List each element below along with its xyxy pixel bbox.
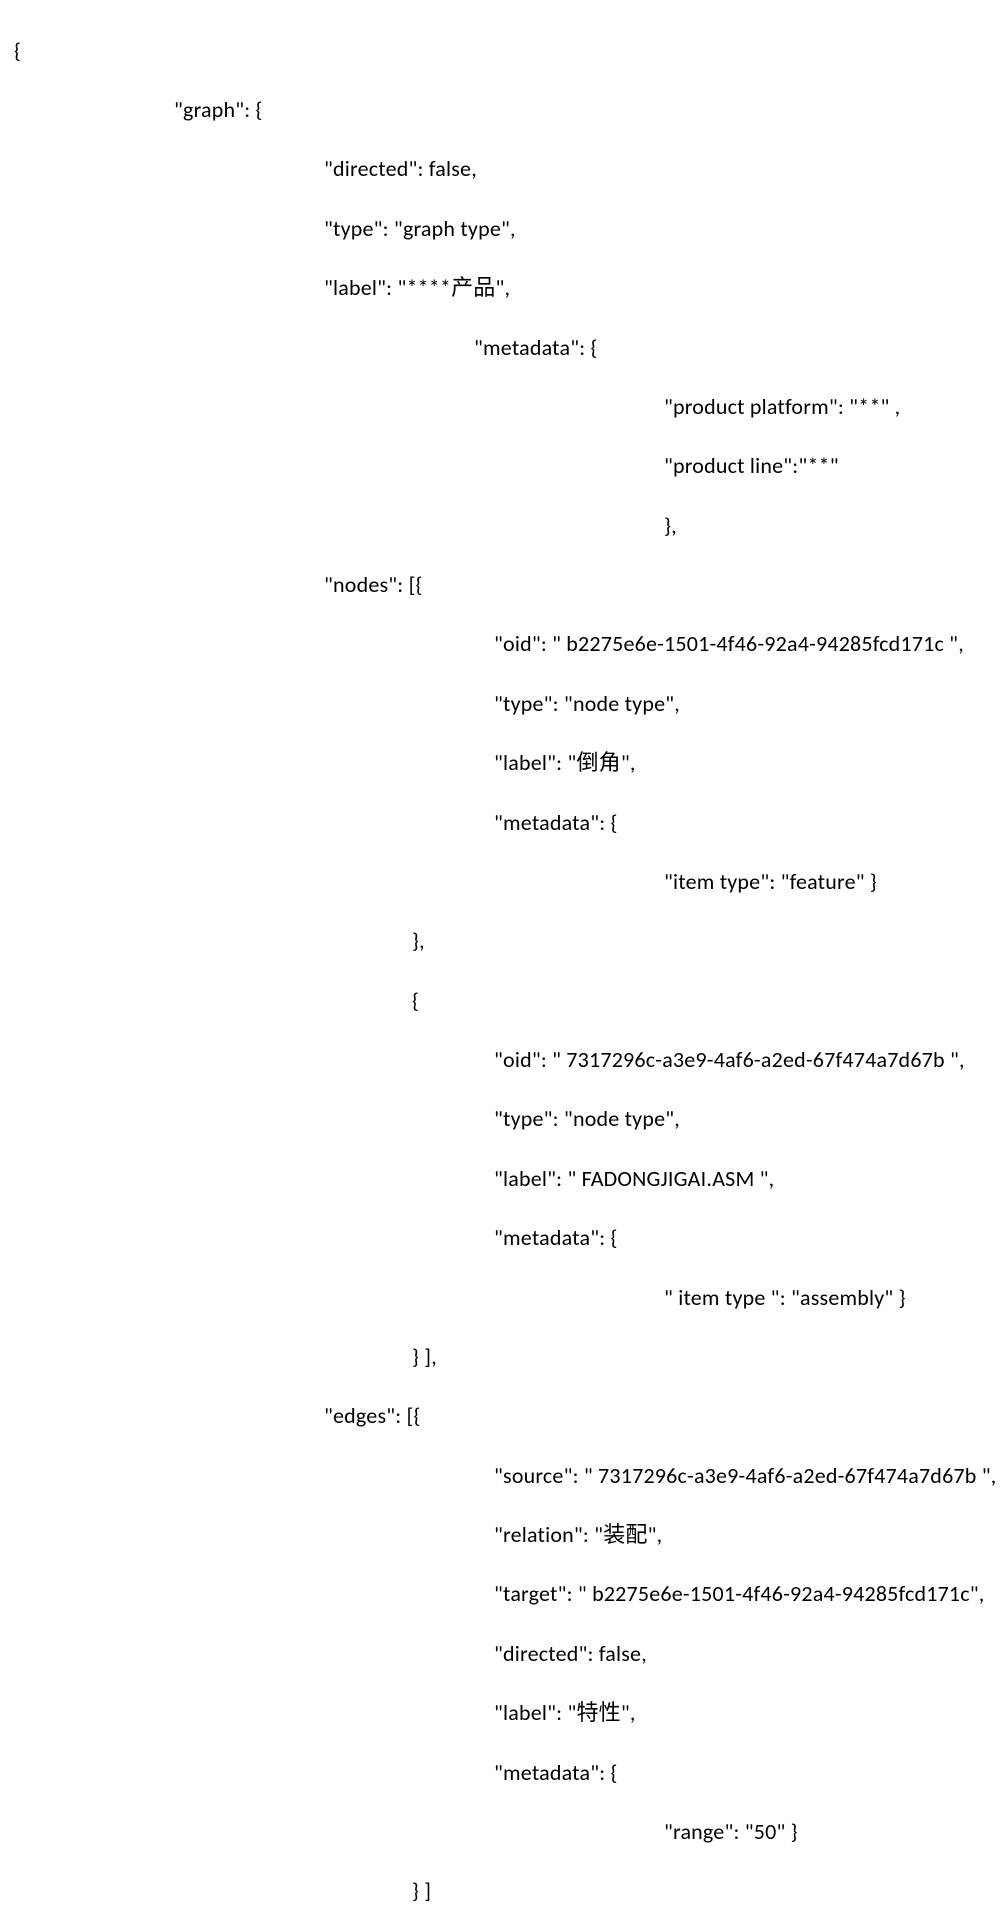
code-line: "relation": "装配", [14, 1520, 1000, 1550]
text: "oid": " 7317296c-a3e9-4af6-a2ed-67f474a… [494, 1046, 965, 1073]
text: { [412, 987, 419, 1014]
text: "type": "node type", [494, 1105, 680, 1132]
text: "nodes": [{ [324, 571, 423, 598]
code-line: "target": " b2275e6e-1501-4f46-92a4-9428… [14, 1579, 1000, 1609]
text: "label": "特性", [494, 1699, 636, 1726]
code-line: "metadata": { [14, 1223, 1000, 1253]
text: }, [664, 512, 677, 539]
text: "relation": "装配", [494, 1521, 662, 1548]
text: "label": " FADONGJIGAI.ASM ", [494, 1165, 774, 1192]
code-line: "metadata": { [14, 808, 1000, 838]
text: "product line":"**" [664, 452, 839, 479]
text: }, [412, 927, 425, 954]
code-line: "metadata": { [14, 1758, 1000, 1788]
code-line: "type": "graph type", [14, 214, 1000, 244]
text: "metadata": { [494, 1224, 618, 1251]
code-line: "graph": { [14, 95, 1000, 125]
code-line: " item type ": "assembly" } [14, 1283, 1000, 1313]
code-line: }, [14, 926, 1000, 956]
code-line: "oid": " b2275e6e-1501-4f46-92a4-94285fc… [14, 629, 1000, 659]
code-line: "edges": [{ [14, 1401, 1000, 1431]
text: "edges": [{ [324, 1402, 421, 1429]
text: "graph": { [174, 96, 263, 123]
code-line: } ], [14, 1342, 1000, 1372]
code-line: "nodes": [{ [14, 570, 1000, 600]
text: "oid": " b2275e6e-1501-4f46-92a4-94285fc… [494, 630, 964, 657]
text: "target": " b2275e6e-1501-4f46-92a4-9428… [494, 1580, 984, 1607]
code-line: } ] [14, 1876, 1000, 1906]
text: } ], [412, 1343, 437, 1370]
text: "directed": false, [494, 1640, 647, 1667]
code-line: "product line":"**" [14, 451, 1000, 481]
text: "metadata": { [494, 1759, 618, 1786]
code-line: "label": "特性", [14, 1698, 1000, 1728]
code-line: "item type": "feature" } [14, 867, 1000, 897]
text: "metadata": { [474, 334, 598, 361]
code-line: "product platform": "**" , [14, 392, 1000, 422]
text: "item type": "feature" } [664, 868, 877, 895]
code-line: "type": "node type", [14, 1104, 1000, 1134]
text: { [14, 37, 21, 64]
json-code-block: { "graph": { "directed": false, "type": … [0, 0, 1000, 1908]
text: "label": "****产品", [324, 274, 510, 301]
code-line: "range": "50" } [14, 1817, 1000, 1847]
code-line: "oid": " 7317296c-a3e9-4af6-a2ed-67f474a… [14, 1045, 1000, 1075]
text: "label": "倒角", [494, 749, 636, 776]
text: "type": "node type", [494, 690, 680, 717]
text: "range": "50" } [664, 1818, 798, 1845]
code-line: "label": " FADONGJIGAI.ASM ", [14, 1164, 1000, 1194]
text: " item type ": "assembly" } [664, 1284, 906, 1311]
code-line: { [14, 36, 1000, 66]
code-line: "label": "倒角", [14, 748, 1000, 778]
code-line: }, [14, 511, 1000, 541]
text: } ] [412, 1877, 431, 1904]
code-line: "type": "node type", [14, 689, 1000, 719]
code-line: "label": "****产品", [14, 273, 1000, 303]
code-line: "source": " 7317296c-a3e9-4af6-a2ed-67f4… [14, 1461, 1000, 1491]
code-line: "directed": false, [14, 154, 1000, 184]
code-line: "metadata": { [14, 333, 1000, 363]
code-line: "directed": false, [14, 1639, 1000, 1669]
text: "directed": false, [324, 155, 477, 182]
code-line: { [14, 986, 1000, 1016]
text: "source": " 7317296c-a3e9-4af6-a2ed-67f4… [494, 1462, 996, 1489]
text: "type": "graph type", [324, 215, 516, 242]
text: "metadata": { [494, 809, 618, 836]
text: "product platform": "**" , [664, 393, 900, 420]
